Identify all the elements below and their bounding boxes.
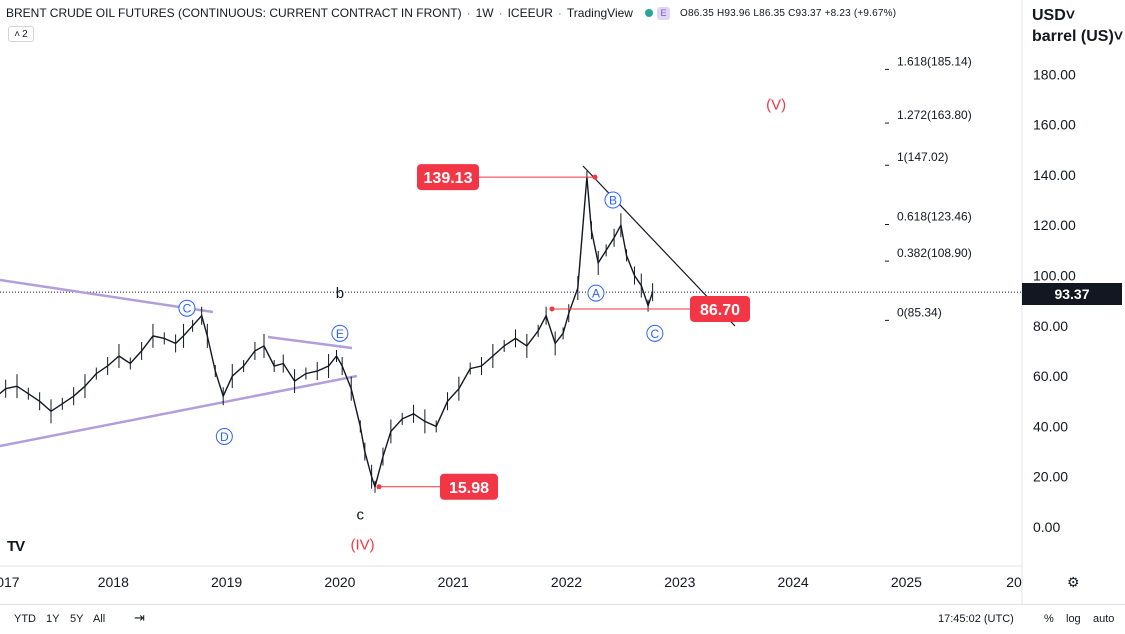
triangle-lower-trendline — [0, 374, 358, 448]
fib-level-label: 0(85.34) — [897, 305, 942, 319]
auto-scale-button[interactable]: auto — [1093, 613, 1115, 625]
y-tick-label: 160.00 — [1033, 117, 1076, 133]
x-tick-label: 2024 — [778, 574, 809, 590]
triangle-e-trendline — [267, 335, 353, 350]
wave-label-a: A — [592, 287, 600, 301]
settings-gear-icon[interactable]: ⚙ — [1067, 574, 1080, 590]
fib-level-label: 1.618(185.14) — [897, 54, 972, 68]
y-tick-label: 100.00 — [1033, 268, 1076, 284]
fib-level-label: 0.382(108.90) — [897, 246, 972, 260]
wave-label-b: B — [609, 194, 617, 208]
y-tick-label: 20.00 — [1033, 469, 1068, 485]
range-1y-button[interactable]: 1Y — [46, 613, 60, 625]
indicator-count: 2 — [22, 28, 28, 40]
y-tick-label: 120.00 — [1033, 217, 1076, 233]
range-ytd-button[interactable]: YTD — [14, 613, 36, 625]
wave-label-c: C — [651, 327, 660, 341]
x-tick-label: 2019 — [211, 574, 242, 590]
tradingview-logo[interactable]: TV — [7, 538, 25, 555]
wave-label-d: D — [220, 430, 229, 444]
wave-label-circle — [587, 284, 605, 302]
high-price-callout-box — [417, 164, 479, 191]
wave-label-circle — [646, 324, 664, 342]
clock-time[interactable]: 17:45:02 (UTC) — [938, 613, 1014, 625]
mid-price-callout-text: 86.70 — [700, 302, 740, 319]
high-price-callout-text: 139.13 — [424, 170, 473, 187]
mid-price-callout-dot — [549, 306, 555, 312]
wave-label-red: (IV) — [350, 537, 374, 554]
indicators-collapse-button[interactable]: ˄ 2 — [8, 26, 34, 42]
x-tick-label: 2025 — [891, 574, 922, 590]
x-tick-label: 2017 — [0, 574, 20, 590]
y-tick-label: 140.00 — [1033, 167, 1076, 183]
market-status-icon — [644, 9, 653, 17]
currency-label[interactable]: USD˅ — [1032, 7, 1076, 24]
log-scale-button[interactable]: log — [1066, 613, 1081, 625]
chevron-up-icon: ˄ — [14, 28, 21, 40]
fib-level-label: 1.272(163.80) — [897, 108, 972, 122]
fib-level-label: 1(147.02) — [897, 150, 948, 164]
wave-label-red: (V) — [766, 96, 786, 113]
y-tick-label: 60.00 — [1033, 368, 1068, 384]
range-5y-button[interactable]: 5Y — [70, 613, 84, 625]
fib-level-label: 0.618(123.46) — [897, 209, 972, 223]
symbol-header: BRENT CRUDE OIL FUTURES (CONTINUOUS: CUR… — [6, 6, 897, 20]
source-label: TradingView — [566, 6, 633, 20]
wave-label-e: E — [336, 327, 344, 341]
y-tick-label: 80.00 — [1033, 318, 1068, 334]
exchange-label: ICEEUR — [507, 6, 553, 20]
last-price-badge: 93.37 — [1022, 283, 1122, 305]
y-tick-label: 0.00 — [1033, 519, 1060, 535]
x-tick-label: 2018 — [98, 574, 129, 590]
high-price-callout-dot — [592, 174, 598, 180]
percent-scale-button[interactable]: % — [1044, 613, 1054, 625]
interval-label[interactable]: 1W — [475, 6, 494, 20]
chart-canvas[interactable]: 0.00 20.00 40.00 60.00 80.00 100.00 120.00 140.… — [0, 0, 1125, 604]
wave-label-circle — [604, 191, 622, 209]
x-tick-label: 2022 — [551, 574, 582, 590]
goto-date-icon[interactable]: ⇥ — [134, 610, 145, 625]
x-tick-label: 2021 — [438, 574, 469, 590]
low-price-callout-dot — [376, 484, 382, 490]
bottom-toolbar: YTD 1Y 5Y All ⇥ 17:45:02 (UTC) % log aut… — [0, 604, 1125, 634]
mid-price-callout-box — [690, 295, 750, 322]
triangle-upper-trendline — [0, 278, 214, 314]
ohlc-values: O86.35 H93.96 L86.35 C93.37 +8.23 (+9.67… — [679, 7, 897, 19]
low-price-callout-text: 15.98 — [449, 480, 489, 497]
x-tick-label: 2020 — [324, 574, 355, 590]
y-tick-label: 40.00 — [1033, 418, 1068, 434]
low-price-callout-box — [440, 473, 498, 500]
wave-label-plain: c — [357, 506, 365, 523]
currency-unit-selector[interactable]: USD˅ barrel (US)˅ — [1032, 5, 1123, 47]
wave-label-circle — [215, 427, 233, 445]
y-tick-label: 180.00 — [1033, 66, 1076, 82]
wave-label-circle — [178, 299, 196, 317]
wave-label-c: C — [183, 302, 192, 316]
earnings-badge-icon[interactable]: E — [656, 6, 670, 20]
symbol-title[interactable]: BRENT CRUDE OIL FUTURES (CONTINUOUS: CUR… — [6, 6, 462, 20]
wave-label-circle — [331, 324, 349, 342]
range-all-button[interactable]: All — [93, 613, 106, 625]
x-tick-label: 20 — [1006, 574, 1022, 590]
unit-label[interactable]: barrel (US)˅ — [1032, 28, 1124, 45]
wave-label-plain: b — [336, 285, 344, 302]
x-tick-label: 2023 — [664, 574, 695, 590]
